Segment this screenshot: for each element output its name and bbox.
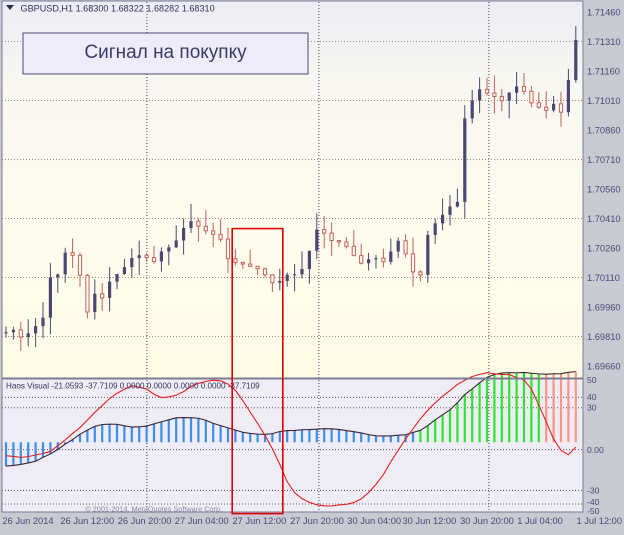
- svg-text:Haos Visual -21.0593 -37.7109: Haos Visual -21.0593 -37.7109 0.0000 0.0…: [6, 382, 260, 391]
- svg-text:1.71010: 1.71010: [587, 96, 621, 106]
- svg-text:-30: -30: [587, 486, 600, 496]
- svg-text:1.70560: 1.70560: [587, 185, 621, 195]
- svg-text:27 Jun 04:00: 27 Jun 04:00: [175, 516, 229, 526]
- svg-text:© 2001-2014, MetaQuotes Softwa: © 2001-2014, MetaQuotes Software Corp.: [85, 504, 222, 513]
- svg-text:30 Jun 04:00: 30 Jun 04:00: [347, 516, 401, 526]
- svg-text:1.71160: 1.71160: [587, 67, 620, 77]
- svg-text:Сигнал на покупку: Сигнал на покупку: [84, 42, 247, 63]
- svg-text:GBPUSD,H1 1.68300 1.68322 1.6: GBPUSD,H1 1.68300 1.68322 1.68282 1.6831…: [21, 3, 215, 13]
- svg-text:1.70260: 1.70260: [587, 244, 621, 254]
- svg-text:1 Jul 04:00: 1 Jul 04:00: [517, 516, 563, 526]
- svg-text:1.70710: 1.70710: [587, 155, 621, 165]
- svg-text:26 Jun 2014: 26 Jun 2014: [2, 516, 53, 526]
- svg-text:1.69960: 1.69960: [587, 303, 621, 313]
- svg-text:30 Jun 12:00: 30 Jun 12:00: [403, 516, 457, 526]
- svg-text:26 Jun 20:00: 26 Jun 20:00: [118, 516, 172, 526]
- svg-text:1.71460: 1.71460: [587, 8, 621, 18]
- svg-text:30 Jun 20:00: 30 Jun 20:00: [460, 516, 514, 526]
- svg-text:1.70410: 1.70410: [587, 214, 621, 224]
- svg-text:26 Jun 12:00: 26 Jun 12:00: [60, 516, 114, 526]
- svg-text:1.70860: 1.70860: [587, 126, 621, 136]
- svg-text:-50: -50: [587, 506, 600, 516]
- svg-text:1.70110: 1.70110: [587, 273, 620, 283]
- svg-text:1.69660: 1.69660: [587, 362, 621, 372]
- svg-text:1.71310: 1.71310: [587, 37, 621, 47]
- svg-text:50: 50: [587, 375, 597, 385]
- svg-text:27 Jun 20:00: 27 Jun 20:00: [290, 516, 344, 526]
- svg-text:40: 40: [587, 392, 597, 402]
- svg-text:1 Jul 12:00: 1 Jul 12:00: [577, 516, 623, 526]
- svg-text:0.00: 0.00: [587, 445, 604, 455]
- svg-text:1.69810: 1.69810: [587, 332, 621, 342]
- svg-text:27 Jun 12:00: 27 Jun 12:00: [233, 516, 287, 526]
- svg-text:30: 30: [587, 403, 597, 413]
